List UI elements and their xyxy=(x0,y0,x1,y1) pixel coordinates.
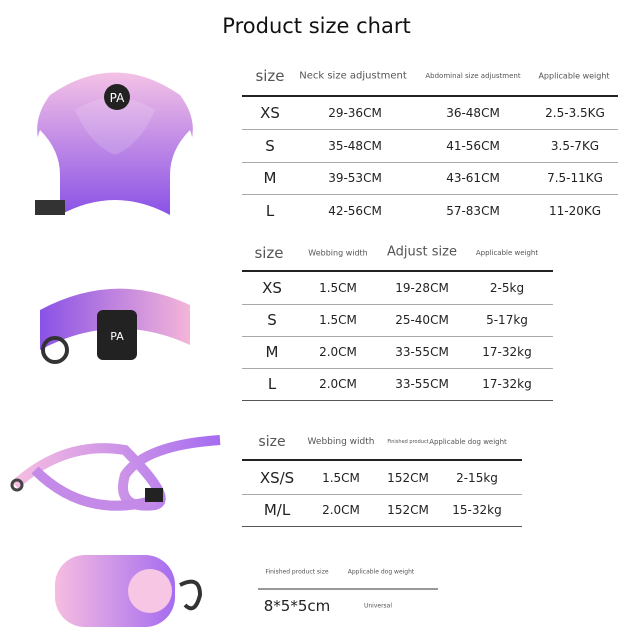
harness-image: PA xyxy=(35,72,193,215)
harness-row-cell: XS xyxy=(260,104,280,122)
divider xyxy=(258,588,438,590)
header-webbing: Webbing width xyxy=(307,437,375,447)
divider xyxy=(242,459,522,461)
harness-row-cell: 57-83CM xyxy=(446,203,500,218)
harness-row-cell: 39-53CM xyxy=(328,171,382,185)
row-divider xyxy=(242,368,553,369)
harness-row-cell: 2.5-3.5KG xyxy=(545,106,605,120)
header-adjust: Adjust size xyxy=(387,244,457,260)
collar-row-cell: 17-32kg xyxy=(482,377,532,391)
collar-row-cell: 19-28CM xyxy=(395,281,449,295)
harness-row-cell: M xyxy=(263,169,277,187)
harness-row-cell: 11-20KG xyxy=(548,203,602,218)
row-divider xyxy=(242,494,522,495)
leash-row-cell: 152CM xyxy=(387,503,429,517)
harness-row-cell: 41-56CM xyxy=(446,138,500,153)
collar-image: PA xyxy=(40,288,190,364)
collar-row-cell: 2.0CM xyxy=(319,377,357,391)
bag-weight: Universal xyxy=(363,602,393,610)
poop-bag-dispenser-image xyxy=(55,555,203,627)
collar-row-cell: 2-5kg xyxy=(489,281,525,295)
leash-row-cell: 2-15kg xyxy=(456,471,498,485)
leash-row-cell: 1.5CM xyxy=(322,471,360,485)
collar-row-cell: L xyxy=(267,375,277,393)
harness-row-cell: 42-56CM xyxy=(328,203,382,218)
harness-row-cell: 3.5-7KG xyxy=(550,138,600,153)
row-divider xyxy=(242,526,522,527)
leash-image xyxy=(10,435,221,511)
collar-row-cell: 2.0CM xyxy=(319,345,357,359)
header-size: size xyxy=(255,67,285,85)
row-divider xyxy=(242,400,553,401)
leash-row-cell: 15-32kg xyxy=(452,503,502,517)
collar-row-cell: 1.5CM xyxy=(319,281,357,295)
header-size: size xyxy=(254,244,284,262)
header-weight: Applicable weight xyxy=(475,249,539,257)
header-finished: Finished product xyxy=(387,439,429,445)
leash-row-cell: XS/S xyxy=(259,469,295,487)
collar-row-cell: 1.5CM xyxy=(319,313,357,327)
row-divider xyxy=(242,194,618,195)
row-divider xyxy=(242,304,553,305)
bag-size: 8*5*5cm xyxy=(263,597,331,615)
harness-row-cell: L xyxy=(265,201,275,220)
leash-row-cell: M/L xyxy=(263,501,291,519)
divider xyxy=(242,270,553,272)
row-divider xyxy=(242,129,618,130)
collar-row-cell: 33-55CM xyxy=(395,345,449,359)
header-abdominal: Abdominal size adjustment xyxy=(425,72,521,80)
leash-row-cell: 2.0CM xyxy=(322,503,360,517)
header-weight: Applicable weight xyxy=(538,71,610,81)
row-divider xyxy=(242,336,553,337)
collar-row-cell: 25-40CM xyxy=(395,313,449,327)
harness-row-cell: 7.5-11KG xyxy=(547,171,603,185)
collar-row-cell: 17-32kg xyxy=(482,345,532,359)
header-size: size xyxy=(258,434,286,450)
divider xyxy=(242,95,618,97)
leash-row-cell: 152CM xyxy=(387,471,429,485)
svg-text:PA: PA xyxy=(110,91,125,105)
harness-row-cell: 35-48CM xyxy=(328,138,382,153)
collar-row-cell: 33-55CM xyxy=(395,377,449,391)
harness-row-cell: S xyxy=(265,136,275,155)
header-dog-weight: Applicable dog weight xyxy=(429,438,507,446)
header-neck: Neck size adjustment xyxy=(299,70,407,82)
collar-row-cell: M xyxy=(265,343,279,361)
collar-row-cell: XS xyxy=(262,279,282,297)
header-webbing: Webbing width xyxy=(308,248,368,258)
header-finished-size: Finished product size xyxy=(265,568,329,576)
harness-row-cell: 36-48CM xyxy=(446,106,500,120)
harness-row-cell: 29-36CM xyxy=(328,106,382,120)
collar-row-cell: 5-17kg xyxy=(486,313,528,327)
page-title: Product size chart xyxy=(222,14,411,38)
header-dog-weight: Applicable dog weight xyxy=(347,568,415,576)
collar-row-cell: S xyxy=(267,311,277,329)
svg-text:PA: PA xyxy=(110,330,124,343)
row-divider xyxy=(242,161,618,163)
harness-row-cell: 43-61CM xyxy=(446,171,500,185)
